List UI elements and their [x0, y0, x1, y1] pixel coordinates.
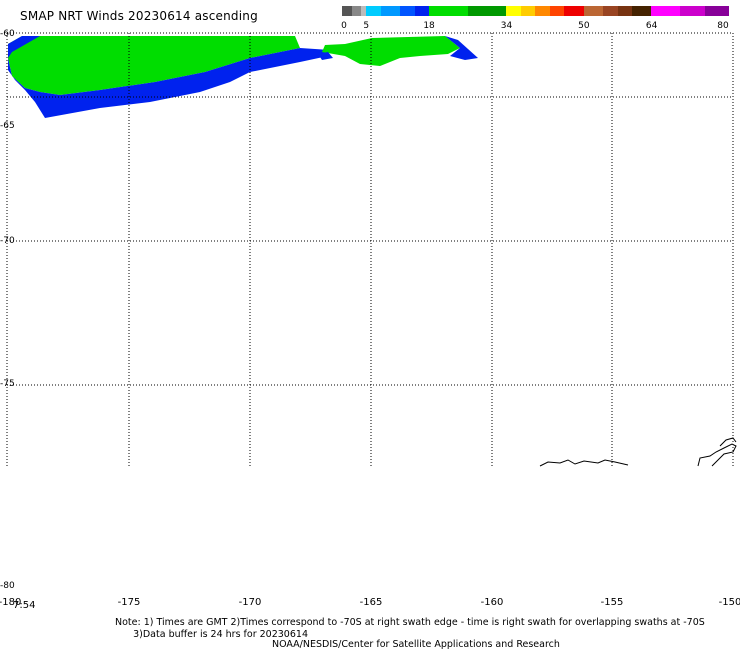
colorbar-segment	[651, 6, 681, 16]
longitude-label: -180	[0, 597, 22, 608]
map-title: SMAP NRT Winds 20230614 ascending	[20, 9, 258, 23]
colorbar-tick-label: 34	[500, 21, 513, 31]
wind-swath-blue-east	[445, 36, 478, 60]
colorbar-segment	[549, 6, 565, 16]
colorbar-segment	[414, 6, 430, 16]
longitude-label: -155	[600, 597, 624, 608]
colorbar-tick-label: 5	[363, 21, 370, 31]
lat-lon-grid	[7, 33, 734, 466]
colorbar-segment	[704, 6, 729, 16]
colorbar-segment	[603, 6, 618, 16]
colorbar-segment	[351, 6, 362, 16]
colorbar-tick-label: 80	[717, 21, 729, 31]
wind-speed-colorbar	[342, 6, 729, 16]
wind-swath-green-east	[322, 36, 460, 66]
colorbar-segment	[520, 6, 536, 16]
colorbar-tick-label: 18	[423, 21, 435, 31]
colorbar-segment	[535, 6, 550, 16]
colorbar-tick-label: 50	[578, 21, 590, 31]
colorbar-segment	[617, 6, 633, 16]
colorbar-segment	[564, 6, 584, 16]
colorbar-segment	[506, 6, 521, 16]
antarctic-coastline	[539, 437, 737, 467]
latitude-label: -70	[0, 236, 15, 246]
latitude-label: -60	[0, 29, 15, 39]
colorbar-segment	[400, 6, 415, 16]
colorbar-segment	[380, 6, 401, 16]
wind-swath-blue-east-2	[318, 52, 333, 60]
colorbar-segment	[361, 6, 367, 16]
latitude-label: -80	[0, 581, 15, 591]
latitude-label: -65	[0, 121, 15, 131]
colorbar-segment	[342, 6, 352, 16]
colorbar-segment	[366, 6, 381, 16]
wind-swath-green	[8, 36, 300, 95]
longitude-label: -170	[238, 597, 262, 608]
colorbar-tick-label: 0	[341, 21, 347, 31]
longitude-label: -150	[718, 597, 740, 608]
credit-line: NOAA/NESDIS/Center for Satellite Applica…	[272, 639, 560, 650]
latitude-label: -75	[0, 379, 15, 389]
longitude-label: -165	[359, 597, 383, 608]
colorbar-tick-label: 64	[645, 21, 658, 31]
longitude-label: -175	[117, 597, 141, 608]
colorbar-segment	[429, 6, 468, 16]
colorbar-segment	[583, 6, 604, 16]
footnote: Note: 1) Times are GMT 2)Times correspon…	[115, 617, 705, 640]
longitude-label: -160	[480, 597, 504, 608]
colorbar-segment	[632, 6, 652, 16]
swath-time-label: 7:54	[13, 600, 36, 611]
colorbar-segment	[680, 6, 705, 16]
colorbar-segment	[467, 6, 507, 16]
